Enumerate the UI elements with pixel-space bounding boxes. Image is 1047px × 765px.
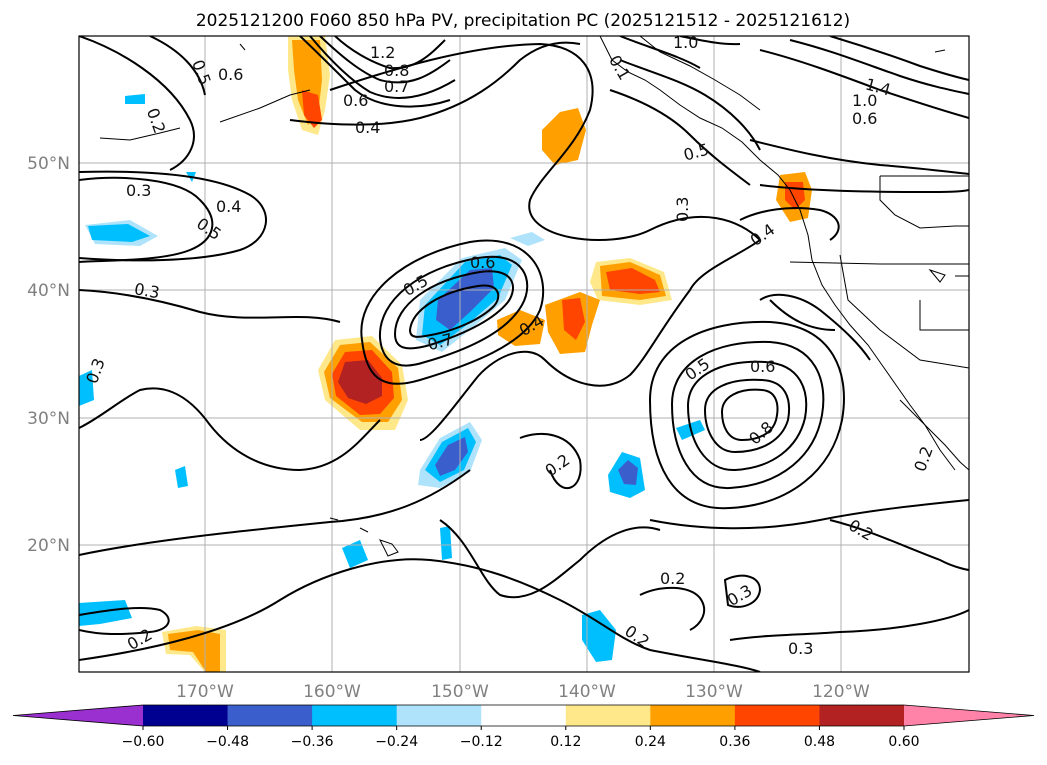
lat-label: 40°N <box>27 281 70 301</box>
lon-label: 120°W <box>812 682 870 702</box>
contour-label: 0.8 <box>384 61 409 80</box>
colorbar-segment <box>819 705 905 726</box>
colorbar-segment <box>143 705 229 726</box>
colorbar-tick-label: 0.36 <box>719 734 750 750</box>
contour-label: 0.2 <box>660 569 685 588</box>
contour-label: 0.3 <box>673 197 692 222</box>
contour-label: 0.6 <box>750 357 775 376</box>
contour-label: 0.6 <box>343 91 368 110</box>
contour-label: 0.6 <box>470 253 495 272</box>
colorbar-tick-label: −0.36 <box>291 734 334 750</box>
precip-positive <box>542 108 586 165</box>
contour-label: 1.2 <box>370 43 395 62</box>
contour-label: 0.6 <box>218 65 243 84</box>
precip-shading <box>79 36 812 672</box>
contour-label: 0.6 <box>852 109 877 128</box>
lat-label: 50°N <box>27 154 70 174</box>
map-title: 2025121200 F060 850 hPa PV, precipitatio… <box>196 11 850 31</box>
contour-label: 0.4 <box>355 118 380 137</box>
precip-positive <box>497 310 545 346</box>
contour-label: 0.3 <box>788 639 813 658</box>
colorbar-tick-label: −0.48 <box>206 734 249 750</box>
colorbar-tick-label: 0.12 <box>550 734 581 750</box>
lon-label: 140°W <box>558 682 616 702</box>
colorbar-segment <box>312 705 398 726</box>
colorbar-segment <box>565 705 651 726</box>
contour-label: 0.4 <box>216 197 241 216</box>
colorbar-extend-max <box>904 705 1034 726</box>
precip-negative <box>342 540 368 568</box>
colorbar-extend-min <box>13 705 143 726</box>
colorbar-segment <box>481 705 567 726</box>
map-frame <box>78 35 970 673</box>
contour-label: 1.0 <box>673 33 698 52</box>
colorbar-tick-label: 0.60 <box>888 734 919 750</box>
lon-label: 150°W <box>431 682 489 702</box>
lat-axis: 50°N 40°N 30°N 20°N <box>27 154 70 556</box>
contour-label: 1.0 <box>852 91 877 110</box>
lat-label: 20°N <box>27 536 70 556</box>
colorbar-tick-label: −0.60 <box>122 734 165 750</box>
precip-positive <box>606 268 660 294</box>
lon-axis: 170°W 160°W 150°W 140°W 130°W 120°W <box>176 682 870 702</box>
precip-negative <box>436 268 494 330</box>
pv-contours <box>79 36 969 672</box>
lat-label: 30°N <box>27 409 70 429</box>
colorbar-tick-label: 0.48 <box>804 734 835 750</box>
contour-label: 0.3 <box>133 279 161 302</box>
precip-negative <box>125 94 145 104</box>
precip-positive <box>302 90 322 128</box>
colorbar-tick-label: −0.24 <box>375 734 418 750</box>
precip-negative <box>79 370 94 406</box>
colorbar-segment <box>734 705 820 726</box>
precip-negative <box>618 460 638 485</box>
colorbar-segment <box>650 705 736 726</box>
precip-negative <box>582 610 616 662</box>
colorbar-tick-label: 0.24 <box>635 734 666 750</box>
precip-negative <box>88 224 150 242</box>
colorbar-segment <box>396 705 482 726</box>
colorbar-segment <box>227 705 313 726</box>
lon-label: 130°W <box>685 682 743 702</box>
colorbar-tick-label: −0.12 <box>460 734 503 750</box>
precip-positive <box>562 298 585 340</box>
lon-label: 170°W <box>176 682 234 702</box>
precip-negative <box>175 466 188 488</box>
contour-label: 0.7 <box>384 77 409 96</box>
map-panel: 1.2 0.6 0.5 0.8 0.7 0.6 0.4 0.2 0.3 0.4 … <box>79 33 969 672</box>
precip-negative <box>440 526 452 560</box>
precip-negative <box>79 600 132 626</box>
lon-label: 160°W <box>303 682 361 702</box>
precip-negative <box>510 232 545 246</box>
contour-label: 0.3 <box>126 181 151 200</box>
colorbar: −0.60 −0.48 −0.36 −0.24 −0.12 0.12 0.24 0.36 0.4… <box>12 704 1035 750</box>
